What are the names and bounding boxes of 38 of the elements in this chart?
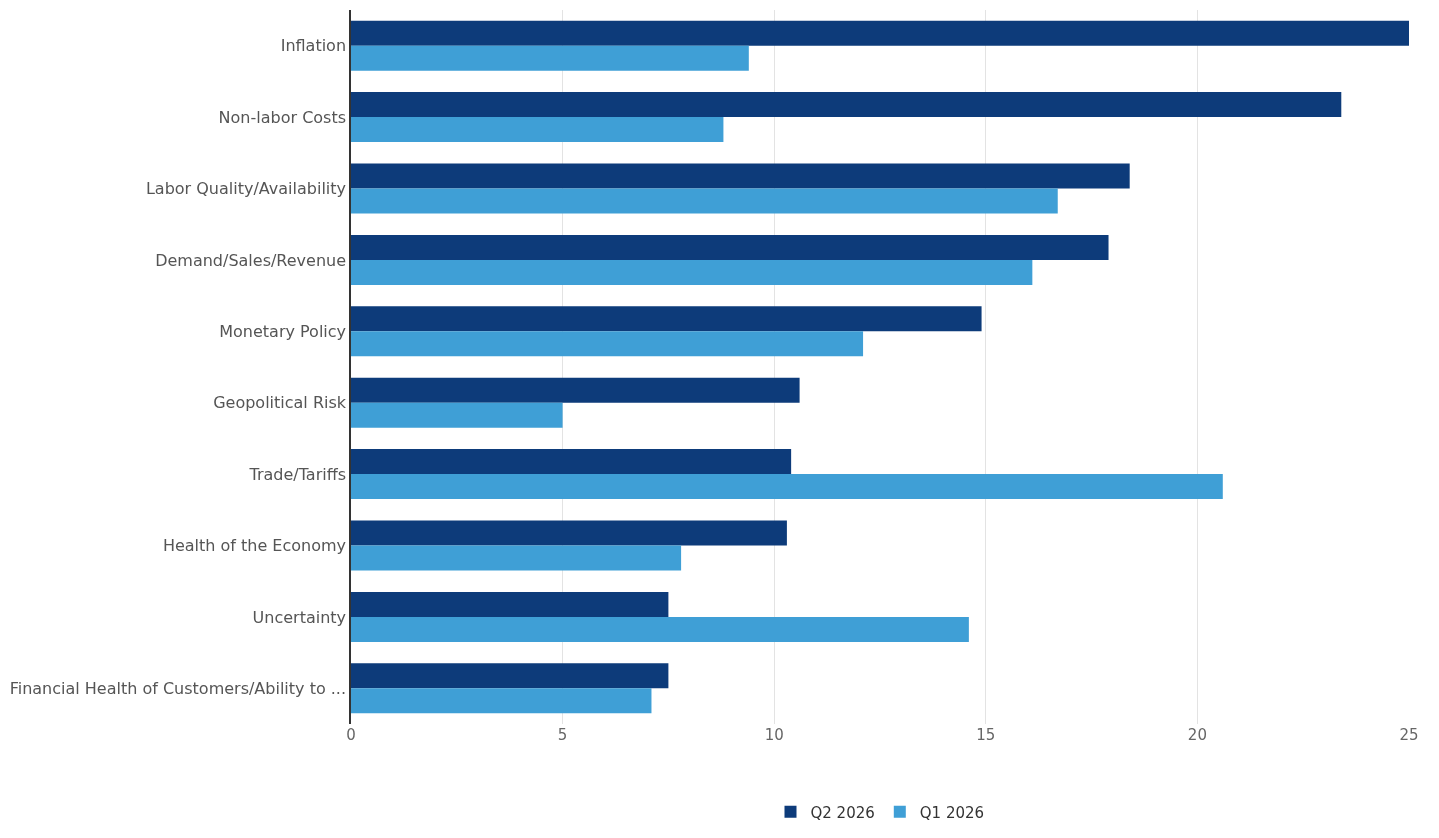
bar — [351, 616, 969, 642]
bar — [351, 259, 1033, 285]
bar — [351, 402, 563, 428]
bar — [351, 20, 1409, 46]
y-tick-label: Monetary Policy — [219, 321, 347, 341]
y-tick-label: Geopolitical Risk — [213, 393, 347, 413]
x-tick-label: 15 — [976, 726, 996, 744]
y-tick-label: Uncertainty — [252, 607, 347, 627]
x-tick-label: 10 — [764, 726, 784, 744]
y-tick-label: Non-labor Costs — [218, 107, 347, 127]
legend-label: Q1 2026 — [919, 803, 985, 822]
x-tick-label: 20 — [1187, 726, 1207, 744]
bar — [351, 688, 652, 714]
bar — [351, 306, 982, 332]
bar — [351, 163, 1130, 189]
bar — [351, 474, 1223, 500]
bar — [351, 117, 724, 143]
x-tick-label: 0 — [346, 726, 356, 744]
bar — [351, 188, 1058, 214]
x-tick-label: 25 — [1399, 726, 1419, 744]
y-tick-label: Trade/Tariffs — [248, 464, 347, 484]
x-tick-label: 5 — [557, 726, 568, 744]
y-tick-label: Inflation — [280, 36, 347, 56]
y-tick-label: Health of the Economy — [162, 536, 347, 556]
bar — [351, 520, 787, 546]
legend-label: Q2 2026 — [810, 803, 875, 822]
bar — [351, 449, 792, 475]
bar — [351, 331, 864, 357]
y-tick-label: Financial Health of Customers/Ability to ... — [9, 678, 347, 698]
bar — [351, 92, 1342, 118]
bar — [351, 663, 669, 689]
bar — [351, 234, 1109, 260]
bar — [351, 45, 749, 71]
bar — [351, 545, 682, 571]
bar — [351, 591, 669, 617]
bar — [351, 377, 800, 403]
y-tick-label: Demand/Sales/Revenue — [155, 250, 347, 270]
y-tick-label: Labor Quality/Availability — [145, 179, 347, 199]
